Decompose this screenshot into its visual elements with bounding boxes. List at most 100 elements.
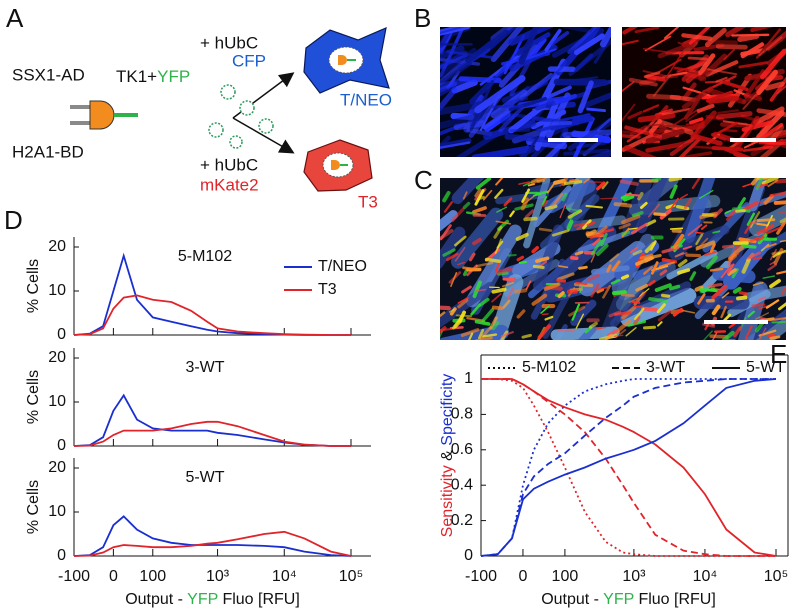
y-tick-label: 10 bbox=[48, 393, 66, 410]
cell-stroke bbox=[694, 231, 705, 235]
cell-stroke bbox=[554, 93, 577, 105]
cell-stroke bbox=[440, 311, 446, 318]
cell-stroke bbox=[628, 77, 658, 87]
cell-stroke bbox=[726, 263, 735, 275]
arrow bbox=[232, 117, 295, 154]
y-tick-label: 0 bbox=[464, 547, 473, 564]
cell-stroke bbox=[478, 297, 490, 307]
cell-stroke bbox=[772, 251, 781, 258]
cell-stroke bbox=[741, 244, 757, 249]
cell-stroke bbox=[750, 221, 758, 225]
cell-stroke bbox=[767, 179, 779, 188]
cell-stroke bbox=[586, 273, 600, 282]
cell-stroke bbox=[722, 244, 735, 249]
cell-stroke bbox=[562, 27, 591, 33]
x-tick-label: -100 bbox=[58, 568, 90, 585]
cell-stroke bbox=[440, 210, 458, 232]
cell-stroke bbox=[763, 194, 774, 205]
cell-stroke bbox=[776, 270, 786, 275]
cell-stroke bbox=[681, 54, 710, 82]
cell-stroke bbox=[509, 128, 531, 133]
label-part: Sensitivity bbox=[439, 465, 456, 537]
cell-stroke bbox=[475, 178, 492, 190]
cell-stroke bbox=[472, 280, 482, 299]
cell-stroke bbox=[712, 230, 721, 234]
cell-stroke bbox=[552, 229, 570, 237]
cell-stroke bbox=[440, 228, 454, 241]
cell-stroke bbox=[631, 300, 641, 304]
cell-stroke bbox=[588, 321, 598, 329]
cell-stroke bbox=[634, 27, 660, 34]
cell-stroke bbox=[742, 145, 774, 152]
cell-stroke bbox=[689, 117, 704, 125]
cell-stroke bbox=[732, 286, 742, 294]
cell-stroke bbox=[747, 251, 761, 260]
cell-stroke bbox=[569, 208, 581, 221]
cell-stroke bbox=[600, 197, 618, 200]
cell-stroke bbox=[633, 307, 645, 321]
cell-stroke bbox=[758, 36, 783, 57]
cell-stroke bbox=[451, 178, 485, 205]
cell-stroke bbox=[491, 321, 500, 331]
cell-stroke bbox=[731, 268, 739, 279]
cell-stroke bbox=[652, 74, 672, 97]
label-part: Output - bbox=[541, 591, 603, 608]
y-tick-label: 0.2 bbox=[451, 512, 473, 529]
cell-stroke bbox=[543, 282, 561, 291]
cell-stroke bbox=[440, 47, 477, 79]
cell-stroke bbox=[527, 183, 535, 187]
cell-stroke bbox=[440, 45, 465, 60]
cell-stroke bbox=[640, 201, 648, 209]
cell-stroke bbox=[502, 299, 511, 309]
x-tick-label: 10⁵ bbox=[339, 568, 363, 585]
cell-stroke bbox=[450, 207, 465, 223]
cell-stroke bbox=[556, 272, 575, 281]
cell-stroke bbox=[440, 330, 443, 339]
cell-stroke bbox=[736, 295, 748, 301]
cell-stroke bbox=[697, 293, 706, 305]
cell-stroke bbox=[600, 232, 608, 247]
legend-label: 5-M102 bbox=[522, 359, 576, 376]
cell-stroke bbox=[621, 230, 631, 236]
cell-stroke bbox=[611, 260, 621, 272]
cell-stroke bbox=[482, 189, 493, 201]
cell-stroke bbox=[465, 29, 510, 64]
cell-stroke bbox=[711, 284, 728, 300]
cell-stroke bbox=[576, 141, 607, 149]
y-axis-label: % Cells bbox=[25, 480, 42, 534]
cell-stroke bbox=[481, 308, 495, 323]
cell-stroke bbox=[758, 317, 767, 320]
cell-stroke bbox=[681, 309, 696, 314]
series-line bbox=[73, 515, 352, 557]
cell-stroke bbox=[565, 207, 580, 212]
cell-stroke bbox=[563, 148, 610, 156]
cell-stroke bbox=[462, 268, 469, 277]
cell-stroke bbox=[765, 226, 783, 235]
cell-stroke bbox=[645, 219, 657, 227]
legend-label: T3 bbox=[318, 281, 337, 298]
cell-stroke bbox=[508, 96, 548, 112]
cell-stroke bbox=[523, 216, 538, 222]
cell-stroke bbox=[646, 123, 664, 127]
cell-stroke bbox=[622, 81, 635, 93]
cell-stroke bbox=[442, 190, 451, 203]
cell-stroke bbox=[518, 181, 531, 185]
y-tick-label: 0 bbox=[57, 547, 66, 564]
cell-stroke bbox=[613, 202, 632, 208]
cell-stroke bbox=[573, 33, 605, 56]
cell-stroke bbox=[474, 75, 526, 114]
cell-stroke bbox=[482, 333, 498, 338]
x-axis-label: Output - YFP Fluo [RFU] bbox=[541, 591, 716, 608]
cell-stroke bbox=[586, 27, 601, 44]
cell-stroke bbox=[710, 133, 727, 141]
cell-stroke bbox=[661, 107, 691, 116]
cell-stroke bbox=[642, 47, 667, 53]
cell-stroke bbox=[749, 211, 761, 228]
cell-stroke bbox=[613, 334, 624, 338]
construct-icon bbox=[331, 160, 340, 170]
y-tick-label: 10 bbox=[48, 282, 66, 299]
cell-stroke bbox=[494, 188, 504, 199]
cell-stroke bbox=[651, 178, 662, 182]
cell-stroke bbox=[723, 48, 736, 61]
cell-stroke bbox=[602, 284, 612, 299]
